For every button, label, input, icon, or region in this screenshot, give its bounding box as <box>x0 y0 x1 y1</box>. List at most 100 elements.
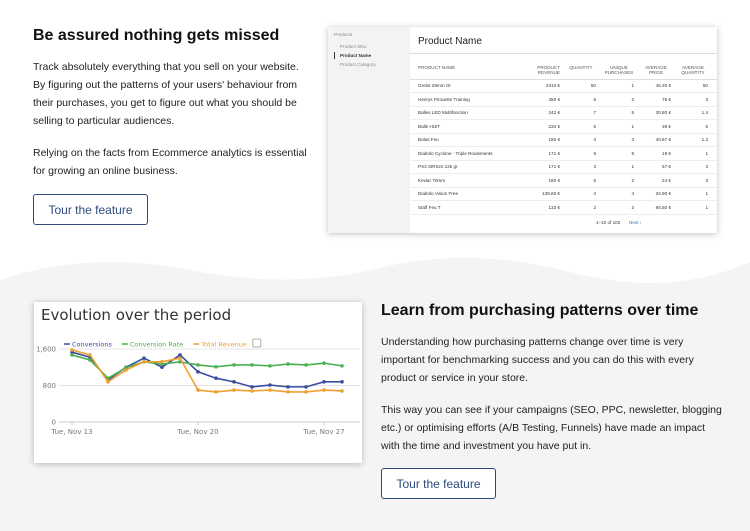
paragraph: Understanding how purchasing patterns ch… <box>381 336 694 384</box>
table-cell: 2 <box>631 177 634 183</box>
data-point <box>178 353 182 357</box>
y-tick-label: 800 <box>43 382 56 390</box>
table-cell: Bolas Feu <box>418 137 439 142</box>
table-cell: Kevlar 70mm <box>418 177 446 183</box>
data-point <box>322 388 326 392</box>
table-cell: Diabolo Cyclone - Triple Roulements <box>418 150 493 156</box>
sidebar-heading: Products <box>334 32 353 37</box>
data-point <box>142 359 146 364</box>
table-cell: 133 € <box>548 204 561 210</box>
data-point <box>250 389 254 393</box>
chart-title: Evolution over the period <box>41 306 231 324</box>
table-cell: 6 <box>593 123 596 129</box>
table-cell: 1.4 <box>701 110 708 115</box>
table-cell: 1 <box>631 123 634 129</box>
data-point <box>286 390 290 394</box>
data-point <box>214 364 218 369</box>
table-cell: 2 <box>593 204 596 210</box>
table-cell: 1 <box>631 164 634 169</box>
column-header: UNIQUE PURCHASES <box>604 65 634 75</box>
row-divider <box>410 213 717 215</box>
column-header: AVERAGE PRICE <box>645 65 667 75</box>
data-point <box>304 385 308 389</box>
legend-label: Conversions <box>72 341 112 349</box>
data-point <box>250 363 254 367</box>
data-point <box>340 364 344 368</box>
row-divider <box>410 186 717 188</box>
section-title: Learn from purchasing patterns over time <box>381 302 699 319</box>
data-point <box>160 359 164 364</box>
y-tick-label: 1,600 <box>36 346 56 354</box>
table-cell: 50 <box>590 83 596 88</box>
paragraph: Relying on the facts from Ecommerce anal… <box>33 147 307 177</box>
table-cell: 3 <box>631 137 634 142</box>
data-point <box>142 356 146 360</box>
data-point <box>106 380 110 384</box>
data-point <box>340 389 344 393</box>
table-cell: Henrys Pirouette Training <box>418 96 470 102</box>
legend-label: Total Revenue <box>200 341 247 349</box>
row-divider <box>410 200 717 201</box>
table-cell: 450 € <box>548 96 561 102</box>
pagination-next: Next › <box>629 220 642 225</box>
legend-menu-icon <box>252 338 262 348</box>
data-point <box>322 361 326 365</box>
pagination-range: 1–10 of 102 <box>596 220 621 225</box>
table-cell: 2 <box>631 96 634 102</box>
series-line <box>71 349 343 393</box>
table-cell: 6 <box>593 96 596 102</box>
table-cell: 3 <box>705 96 708 102</box>
column-header: AVERAGE QUANTITY <box>681 65 705 75</box>
data-point <box>322 380 326 384</box>
table-cell: 1 <box>705 150 708 156</box>
table-cell: 24 € <box>662 177 671 183</box>
data-point <box>304 363 308 367</box>
table-cell: 4 <box>631 191 634 196</box>
paragraph: Track absolutely everything that you sel… <box>33 61 299 127</box>
table-cell: 1 <box>631 83 634 88</box>
table-cell: 1 <box>705 204 708 210</box>
series-line <box>71 354 343 380</box>
tour-button[interactable]: Tour the feature <box>381 468 496 499</box>
divider <box>410 53 717 54</box>
row-divider <box>410 119 717 120</box>
table-cell: 40.67 € <box>655 137 671 142</box>
table-cell: 242 € <box>548 110 561 115</box>
row-divider <box>410 159 717 161</box>
table-cell: Balle HUIT <box>418 123 441 129</box>
tour-button[interactable]: Tour the feature <box>33 194 148 225</box>
data-point <box>286 362 290 366</box>
products-widget: Products Product SKU Product Name Product … <box>328 27 717 233</box>
data-point <box>304 390 308 394</box>
table-cell: Grelot 29mm Or <box>418 83 451 88</box>
selected-bar <box>334 52 335 59</box>
sidebar-item: Product Category <box>340 62 376 67</box>
header-divider <box>410 79 717 80</box>
table-cell: 57 € <box>662 164 671 169</box>
data-point <box>250 385 254 389</box>
table-cell: 4 <box>593 191 596 196</box>
table-cell: 39 € <box>662 123 671 129</box>
data-point <box>160 365 164 370</box>
table-cell: 5 <box>631 110 634 115</box>
row-divider <box>410 92 717 93</box>
x-tick-label: Tue, Nov 20 <box>176 428 218 436</box>
paragraph: This way you can see if your campaigns (… <box>381 404 722 452</box>
table-cell: 171 € <box>548 150 561 156</box>
data-point <box>214 390 218 394</box>
data-point <box>286 385 290 389</box>
sidebar: Products Product SKU Product Name Product … <box>328 27 410 233</box>
legend-label: Conversion Rate <box>130 341 183 349</box>
data-point <box>268 364 272 368</box>
column-header: PRODUCT NAME <box>418 65 456 70</box>
table-cell: 4 <box>593 137 596 142</box>
row-divider <box>410 173 717 174</box>
data-point <box>232 380 236 384</box>
data-point <box>196 363 200 367</box>
table-cell: 139.60 € <box>542 191 560 196</box>
table-cell: PX3 SIRIUS 225 gr <box>418 164 458 169</box>
data-point <box>196 370 200 374</box>
data-point <box>232 388 236 392</box>
data-point <box>232 363 236 367</box>
x-tick-label: Tue, Nov 13 <box>50 428 92 436</box>
